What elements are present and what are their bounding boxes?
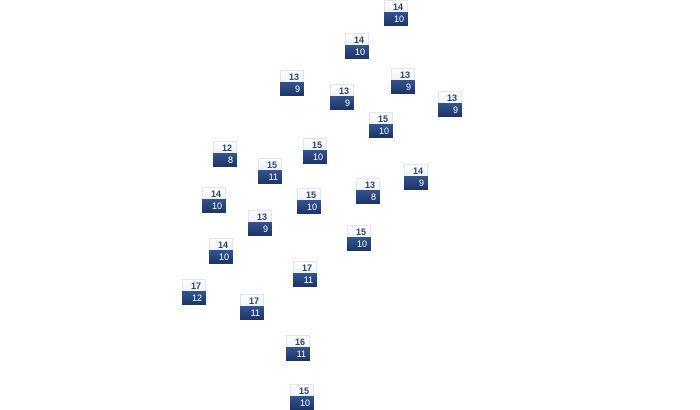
- marker-top-value: 14: [209, 238, 233, 250]
- marker-top-value: 13: [330, 84, 354, 96]
- marker-bottom-value: 10: [369, 124, 393, 138]
- map-marker[interactable]: 14 10: [202, 187, 226, 213]
- map-marker[interactable]: 15 10: [347, 225, 371, 251]
- marker-bottom-value: 10: [347, 237, 371, 251]
- marker-top-value: 13: [356, 178, 380, 190]
- marker-bottom-value: 8: [356, 190, 380, 204]
- marker-top-value: 17: [182, 279, 206, 291]
- marker-top-value: 14: [202, 187, 226, 199]
- marker-bottom-value: 8: [213, 153, 237, 167]
- marker-top-value: 13: [438, 91, 462, 103]
- map-marker[interactable]: 17 11: [293, 261, 317, 287]
- map-marker[interactable]: 14 10: [209, 238, 233, 264]
- map-marker[interactable]: 13 9: [280, 70, 304, 96]
- marker-top-value: 15: [258, 158, 282, 170]
- marker-top-value: 13: [248, 210, 272, 222]
- map-marker[interactable]: 13 8: [356, 178, 380, 204]
- marker-bottom-value: 10: [303, 150, 327, 164]
- marker-top-value: 12: [213, 141, 237, 153]
- marker-bottom-value: 10: [202, 199, 226, 213]
- marker-top-value: 13: [391, 68, 415, 80]
- marker-top-value: 16: [286, 335, 310, 347]
- marker-bottom-value: 12: [182, 291, 206, 305]
- marker-bottom-value: 9: [404, 176, 428, 190]
- marker-bottom-value: 9: [391, 80, 415, 94]
- map-marker[interactable]: 15 10: [303, 138, 327, 164]
- map-marker[interactable]: 13 9: [438, 91, 462, 117]
- marker-top-value: 15: [347, 225, 371, 237]
- marker-top-value: 14: [345, 33, 369, 45]
- marker-bottom-value: 10: [209, 250, 233, 264]
- map-marker[interactable]: 14 10: [384, 0, 408, 26]
- marker-bottom-value: 11: [240, 306, 264, 320]
- map-marker[interactable]: 17 12: [182, 279, 206, 305]
- marker-bottom-value: 11: [258, 170, 282, 184]
- map-marker[interactable]: 16 11: [286, 335, 310, 361]
- marker-top-value: 17: [240, 294, 264, 306]
- map-marker[interactable]: 15 10: [290, 384, 314, 410]
- marker-bottom-value: 9: [280, 82, 304, 96]
- marker-top-value: 15: [369, 112, 393, 124]
- marker-bottom-value: 9: [330, 96, 354, 110]
- marker-top-value: 14: [404, 164, 428, 176]
- map-marker[interactable]: 13 9: [391, 68, 415, 94]
- map-marker[interactable]: 13 9: [248, 210, 272, 236]
- map-marker[interactable]: 12 8: [213, 141, 237, 167]
- map-marker[interactable]: 17 11: [240, 294, 264, 320]
- marker-bottom-value: 10: [290, 396, 314, 410]
- marker-top-value: 17: [293, 261, 317, 273]
- marker-bottom-value: 10: [297, 200, 321, 214]
- map-marker[interactable]: 14 9: [404, 164, 428, 190]
- marker-top-value: 13: [280, 70, 304, 82]
- marker-bottom-value: 11: [286, 347, 310, 361]
- marker-top-value: 15: [297, 188, 321, 200]
- map-marker[interactable]: 15 10: [297, 188, 321, 214]
- map-marker[interactable]: 15 11: [258, 158, 282, 184]
- marker-top-value: 15: [303, 138, 327, 150]
- marker-top-value: 14: [384, 0, 408, 12]
- marker-bottom-value: 10: [345, 45, 369, 59]
- map-marker[interactable]: 15 10: [369, 112, 393, 138]
- marker-top-value: 15: [290, 384, 314, 396]
- marker-bottom-value: 9: [438, 103, 462, 117]
- marker-bottom-value: 11: [293, 273, 317, 287]
- map-marker[interactable]: 13 9: [330, 84, 354, 110]
- marker-bottom-value: 9: [248, 222, 272, 236]
- marker-bottom-value: 10: [384, 12, 408, 26]
- map-marker[interactable]: 14 10: [345, 33, 369, 59]
